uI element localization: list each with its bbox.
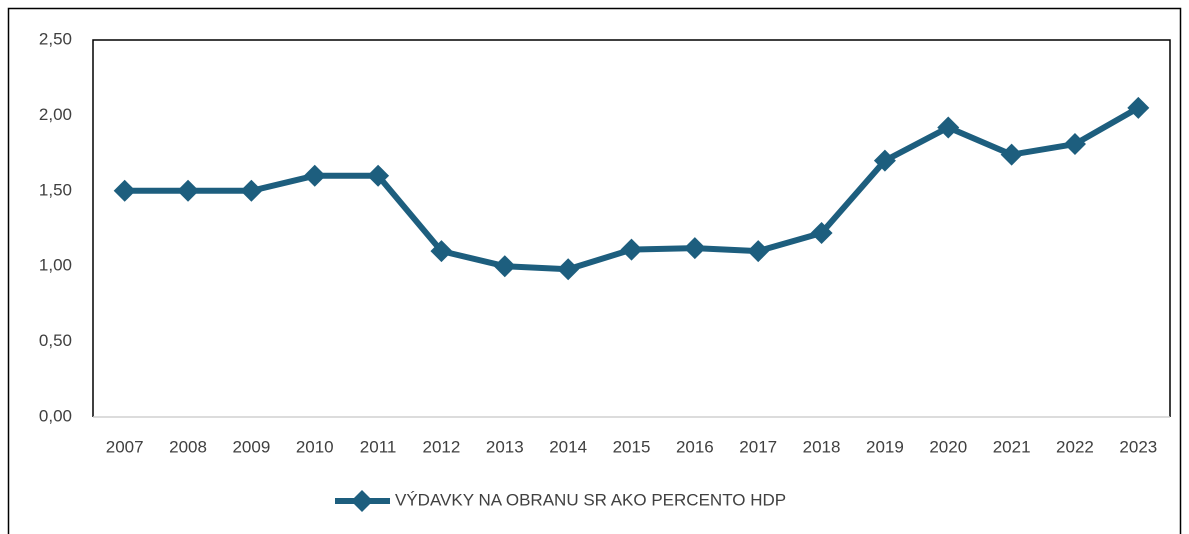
y-tick-label: 0,00	[39, 406, 72, 425]
marker	[1063, 133, 1086, 156]
x-tick-label: 2017	[739, 437, 777, 456]
marker	[747, 240, 770, 263]
x-tick-label: 2020	[929, 437, 967, 456]
x-tick-label: 2007	[106, 437, 144, 456]
legend-marker	[351, 490, 373, 512]
marker	[683, 237, 706, 260]
marker	[493, 255, 516, 278]
legend-label: VÝDAVKY NA OBRANU SR AKO PERCENTO HDP	[395, 490, 786, 509]
marker	[557, 258, 580, 281]
marker	[177, 179, 200, 202]
x-tick-label: 2019	[866, 437, 904, 456]
plot-frame	[92, 39, 1171, 417]
marker	[873, 149, 896, 172]
marker	[937, 116, 960, 139]
x-tick-label: 2010	[296, 437, 334, 456]
marker	[1000, 143, 1023, 166]
marker	[240, 179, 263, 202]
x-tick-label: 2018	[803, 437, 841, 456]
x-tick-label: 2008	[169, 437, 207, 456]
x-tick-label: 2012	[423, 437, 461, 456]
x-tick-label: 2009	[232, 437, 270, 456]
y-tick-label: 2,00	[39, 105, 72, 124]
x-tick-label: 2014	[549, 437, 587, 456]
x-tick-label: 2016	[676, 437, 714, 456]
y-tick-label: 1,50	[39, 180, 72, 199]
x-tick-label: 2015	[613, 437, 651, 456]
x-tick-label: 2011	[360, 437, 397, 456]
y-tick-label: 1,00	[39, 256, 72, 275]
marker	[430, 240, 453, 263]
marker	[303, 164, 326, 187]
marker	[367, 164, 390, 187]
x-tick-label: 2023	[1119, 437, 1157, 456]
marker	[810, 222, 833, 245]
y-tick-label: 2,50	[39, 29, 72, 48]
marker	[113, 179, 136, 202]
chart-frame	[7, 7, 1182, 534]
x-tick-label: 2013	[486, 437, 524, 456]
x-tick-label: 2021	[993, 437, 1031, 456]
marker	[620, 238, 643, 261]
x-tick-label: 2022	[1056, 437, 1094, 456]
marker	[1127, 96, 1150, 119]
y-tick-label: 0,50	[39, 331, 72, 350]
